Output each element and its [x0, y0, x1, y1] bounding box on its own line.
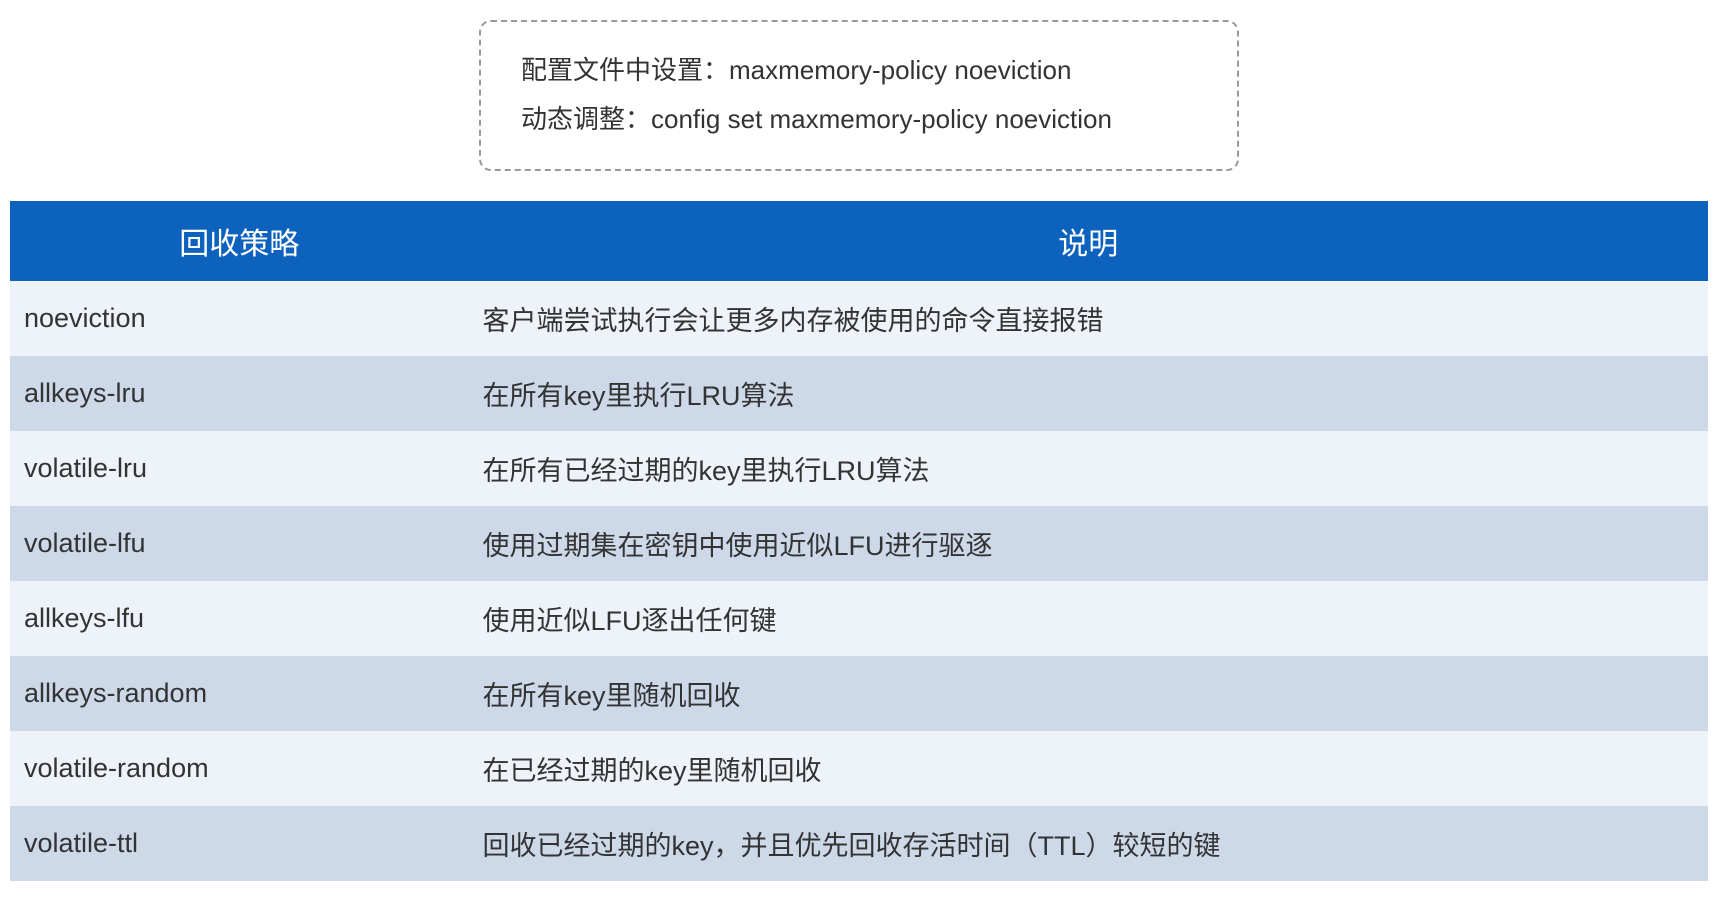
policy-cell: allkeys-lru [10, 356, 468, 431]
desc-cell: 使用近似LFU逐出任何键 [468, 581, 1708, 656]
table-row: volatile-ttl 回收已经过期的key，并且优先回收存活时间（TTL）较… [10, 806, 1708, 881]
config-box: 配置文件中设置：maxmemory-policy noeviction 动态调整… [479, 20, 1239, 171]
table-row: allkeys-lru 在所有key里执行LRU算法 [10, 356, 1708, 431]
table-row: allkeys-random 在所有key里随机回收 [10, 656, 1708, 731]
table-row: allkeys-lfu 使用近似LFU逐出任何键 [10, 581, 1708, 656]
desc-cell: 使用过期集在密钥中使用近似LFU进行驱逐 [468, 506, 1708, 581]
table-row: noeviction 客户端尝试执行会让更多内存被使用的命令直接报错 [10, 281, 1708, 356]
header-desc: 说明 [468, 201, 1708, 281]
policy-cell: volatile-random [10, 731, 468, 806]
header-policy: 回收策略 [10, 201, 468, 281]
desc-cell: 在所有key里随机回收 [468, 656, 1708, 731]
config-line-2: 动态调整：config set maxmemory-policy noevict… [521, 95, 1197, 144]
table-row: volatile-lfu 使用过期集在密钥中使用近似LFU进行驱逐 [10, 506, 1708, 581]
desc-cell: 回收已经过期的key，并且优先回收存活时间（TTL）较短的键 [468, 806, 1708, 881]
policy-table: 回收策略 说明 noeviction 客户端尝试执行会让更多内存被使用的命令直接… [10, 201, 1708, 881]
desc-cell: 在所有已经过期的key里执行LRU算法 [468, 431, 1708, 506]
policy-cell: allkeys-lfu [10, 581, 468, 656]
desc-cell: 在所有key里执行LRU算法 [468, 356, 1708, 431]
desc-cell: 客户端尝试执行会让更多内存被使用的命令直接报错 [468, 281, 1708, 356]
policy-cell: allkeys-random [10, 656, 468, 731]
table-row: volatile-random 在已经过期的key里随机回收 [10, 731, 1708, 806]
config-line-1: 配置文件中设置：maxmemory-policy noeviction [521, 46, 1197, 95]
policy-cell: volatile-ttl [10, 806, 468, 881]
table-row: volatile-lru 在所有已经过期的key里执行LRU算法 [10, 431, 1708, 506]
desc-cell: 在已经过期的key里随机回收 [468, 731, 1708, 806]
policy-cell: volatile-lru [10, 431, 468, 506]
policy-cell: volatile-lfu [10, 506, 468, 581]
policy-cell: noeviction [10, 281, 468, 356]
table-header-row: 回收策略 说明 [10, 201, 1708, 281]
